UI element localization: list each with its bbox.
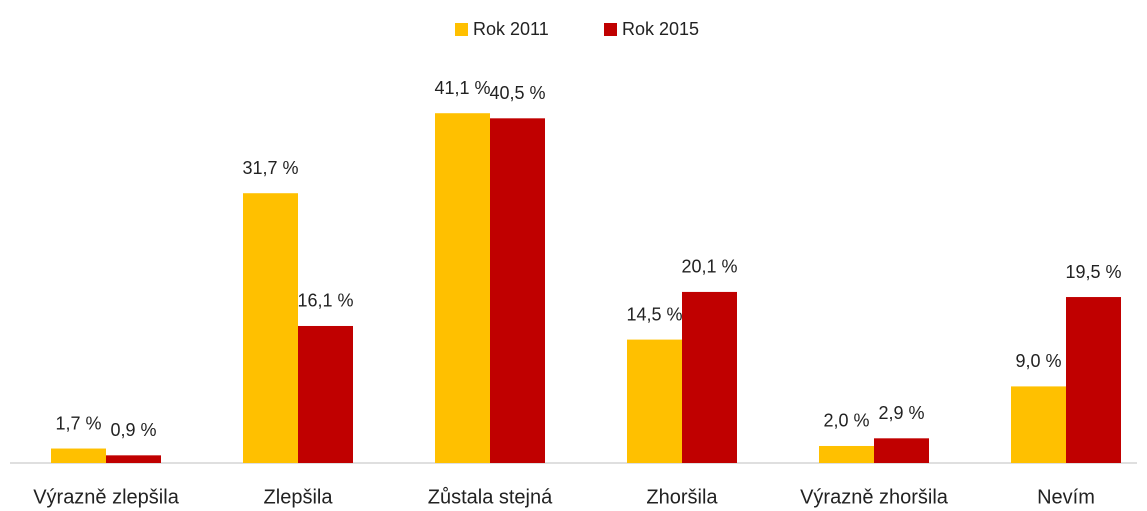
bar [51, 448, 106, 463]
bar [298, 325, 353, 463]
x-tick-label: Zůstala stejná [428, 486, 553, 508]
bar [1066, 297, 1121, 463]
value-label: 19,5 % [1065, 262, 1121, 282]
bar [490, 118, 545, 463]
x-tick-label: Zlepšila [264, 486, 334, 508]
value-label: 1,7 % [55, 413, 101, 433]
value-label: 9,0 % [1015, 351, 1061, 371]
legend-swatch [604, 23, 617, 36]
bar [243, 193, 298, 463]
value-label: 0,9 % [110, 420, 156, 440]
x-tick-label: Výrazně zlepšila [33, 486, 180, 508]
bar [435, 113, 490, 463]
legend-swatch [455, 23, 468, 36]
bar [682, 291, 737, 463]
value-label: 20,1 % [681, 257, 737, 277]
value-label: 16,1 % [297, 291, 353, 311]
bar [874, 438, 929, 463]
bar [819, 445, 874, 463]
value-label: 41,1 % [434, 78, 490, 98]
x-tick-label: Zhoršila [646, 486, 718, 508]
legend-label: Rok 2011 [473, 19, 549, 39]
bar [627, 339, 682, 463]
x-tick-label: Výrazně zhoršila [800, 486, 949, 508]
value-label: 2,9 % [878, 403, 924, 423]
bar [106, 455, 161, 463]
value-label: 14,5 % [626, 304, 682, 324]
bar [1011, 386, 1066, 463]
value-label: 40,5 % [489, 83, 545, 103]
legend-label: Rok 2015 [622, 19, 699, 39]
x-tick-label: Nevím [1037, 486, 1095, 508]
value-label: 31,7 % [242, 158, 298, 178]
value-label: 2,0 % [823, 411, 869, 431]
